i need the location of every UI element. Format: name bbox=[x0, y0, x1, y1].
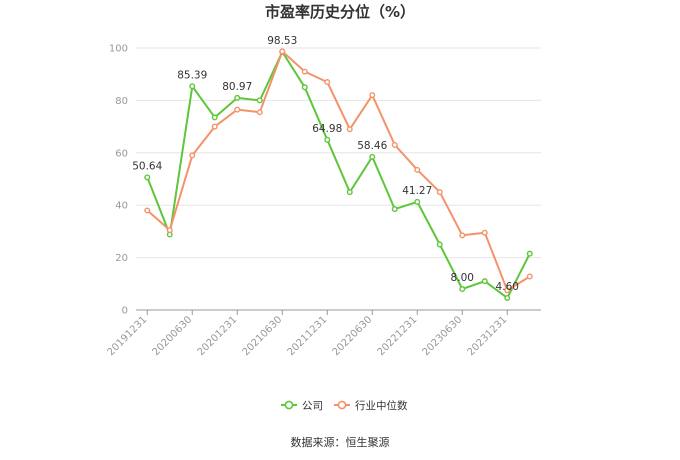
data-label: 41.27 bbox=[402, 185, 432, 197]
legend-swatch-marker bbox=[284, 400, 294, 410]
data-label: 8.00 bbox=[451, 272, 474, 284]
data-label: 64.98 bbox=[312, 123, 342, 135]
data-point[interactable] bbox=[391, 206, 398, 213]
series bbox=[144, 48, 533, 301]
data-point[interactable] bbox=[234, 106, 241, 113]
data-point[interactable] bbox=[481, 229, 488, 236]
data-label: 4.60 bbox=[496, 281, 519, 293]
data-point[interactable] bbox=[144, 207, 151, 214]
data-point[interactable] bbox=[459, 232, 466, 239]
data-point[interactable] bbox=[189, 83, 196, 90]
data-point[interactable] bbox=[279, 48, 286, 55]
legend-item-1[interactable]: 行业中位数 bbox=[334, 399, 408, 412]
data-labels: 50.64 85.39 80.97 98.53 64.98 58.46 41.27 8.00 4… bbox=[132, 35, 519, 293]
data-point[interactable] bbox=[301, 68, 308, 75]
data-point[interactable] bbox=[189, 152, 196, 159]
y-tick-label: 100 bbox=[109, 44, 128, 55]
data-point[interactable] bbox=[211, 114, 218, 121]
x-tick-label: 20210630 bbox=[241, 314, 285, 358]
x-tick-label: 20200630 bbox=[151, 314, 195, 358]
legend-label: 行业中位数 bbox=[355, 399, 408, 412]
chart-title: 市盈率历史分位（%） bbox=[265, 3, 415, 21]
data-point[interactable] bbox=[436, 241, 443, 248]
x-tick-label: 20220630 bbox=[331, 314, 375, 358]
data-point[interactable] bbox=[414, 166, 421, 173]
data-point[interactable] bbox=[256, 109, 263, 116]
data-point[interactable] bbox=[301, 84, 308, 91]
data-label: 98.53 bbox=[267, 35, 297, 47]
data-source: 数据来源：恒生聚源 bbox=[291, 435, 390, 449]
series-0 bbox=[144, 48, 533, 301]
data-point[interactable] bbox=[414, 198, 421, 205]
data-point[interactable] bbox=[436, 189, 443, 196]
data-label: 85.39 bbox=[177, 69, 207, 81]
legend-item-0[interactable]: 公司 bbox=[281, 400, 323, 412]
y-tick-label: 60 bbox=[115, 148, 128, 159]
data-point[interactable] bbox=[346, 126, 353, 133]
data-point[interactable] bbox=[166, 227, 173, 234]
data-label: 50.64 bbox=[132, 160, 162, 172]
data-point[interactable] bbox=[256, 97, 263, 104]
data-point[interactable] bbox=[211, 123, 218, 130]
x-tick-label: 20221231 bbox=[376, 314, 420, 358]
data-point[interactable] bbox=[346, 189, 353, 196]
data-point[interactable] bbox=[391, 141, 398, 148]
x-tick-label: 20201231 bbox=[196, 314, 240, 358]
x-tick-label: 20191231 bbox=[106, 314, 150, 358]
legend[interactable]: 公司 行业中位数 bbox=[281, 399, 408, 412]
legend-label: 公司 bbox=[302, 400, 323, 412]
y-tick-label: 80 bbox=[115, 96, 128, 107]
data-point[interactable] bbox=[144, 174, 151, 181]
data-point[interactable] bbox=[369, 153, 376, 160]
x-tick-label: 20230630 bbox=[421, 314, 465, 358]
data-point[interactable] bbox=[324, 79, 331, 86]
data-point[interactable] bbox=[481, 278, 488, 285]
data-point[interactable] bbox=[369, 92, 376, 99]
y-tick-label: 20 bbox=[115, 253, 128, 264]
data-point[interactable] bbox=[526, 273, 533, 280]
x-tick-label: 20231231 bbox=[466, 314, 510, 358]
data-label: 58.46 bbox=[357, 140, 387, 152]
data-point[interactable] bbox=[459, 286, 466, 293]
data-point[interactable] bbox=[526, 250, 533, 257]
data-point[interactable] bbox=[324, 136, 331, 143]
y-tick-label: 0 bbox=[122, 306, 128, 317]
y-tick-label: 40 bbox=[115, 201, 128, 212]
series-line bbox=[146, 50, 531, 299]
x-tick-label: 20211231 bbox=[286, 314, 330, 358]
data-point[interactable] bbox=[504, 287, 511, 294]
data-point[interactable] bbox=[234, 94, 241, 101]
series-1 bbox=[144, 48, 533, 294]
data-point[interactable] bbox=[504, 294, 511, 301]
series-line bbox=[146, 50, 531, 292]
legend-swatch-marker bbox=[337, 400, 347, 410]
data-label: 80.97 bbox=[222, 81, 252, 93]
